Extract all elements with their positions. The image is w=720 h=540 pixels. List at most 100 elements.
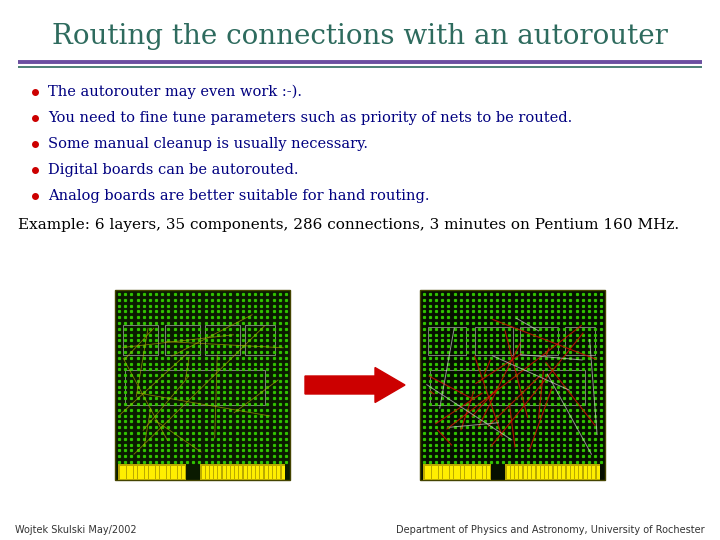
Bar	[118, 464, 186, 480]
Bar	[167, 466, 170, 479]
Bar	[210, 466, 213, 479]
Bar	[231, 466, 234, 479]
Bar	[165, 325, 200, 355]
Bar	[261, 466, 264, 479]
Bar	[565, 327, 595, 355]
Bar	[174, 466, 177, 479]
Text: Routing the connections with an autorouter: Routing the connections with an autorout…	[52, 24, 668, 51]
Bar	[468, 466, 472, 479]
Bar	[214, 466, 217, 479]
Bar	[439, 466, 442, 479]
Bar	[428, 327, 466, 355]
Bar	[432, 466, 435, 479]
Bar	[277, 466, 280, 479]
Bar	[567, 466, 570, 479]
Bar	[171, 466, 174, 479]
Bar	[145, 466, 148, 479]
Bar	[483, 466, 486, 479]
Bar	[138, 466, 140, 479]
Bar	[430, 370, 585, 405]
Text: Some manual cleanup is usually necessary.: Some manual cleanup is usually necessary…	[48, 137, 368, 151]
Bar	[420, 290, 605, 480]
Bar	[523, 466, 526, 479]
Bar	[571, 466, 574, 479]
Bar	[282, 466, 284, 479]
Bar	[549, 466, 552, 479]
Bar	[562, 466, 565, 479]
Bar	[584, 466, 587, 479]
Bar	[248, 466, 251, 479]
Bar	[457, 466, 460, 479]
Bar	[178, 466, 181, 479]
Bar	[202, 466, 204, 479]
Bar	[505, 464, 600, 480]
Bar	[593, 466, 595, 479]
Bar	[148, 466, 152, 479]
Bar	[487, 466, 490, 479]
Bar	[239, 466, 243, 479]
Bar	[123, 466, 126, 479]
Bar	[134, 466, 137, 479]
Bar	[436, 466, 438, 479]
Bar	[243, 466, 247, 479]
Bar	[454, 466, 456, 479]
Text: Analog boards are better suitable for hand routing.: Analog boards are better suitable for ha…	[48, 189, 430, 203]
Bar	[443, 466, 446, 479]
Bar	[428, 466, 431, 479]
Bar	[160, 466, 163, 479]
Bar	[245, 325, 275, 355]
Text: Department of Physics and Astronomy, University of Rochester: Department of Physics and Astronomy, Uni…	[397, 525, 705, 535]
Bar	[575, 466, 578, 479]
Bar	[252, 466, 255, 479]
Bar	[519, 466, 522, 479]
Bar	[541, 466, 544, 479]
Bar	[205, 325, 240, 355]
Text: Digital boards can be autorouted.: Digital boards can be autorouted.	[48, 163, 299, 177]
Bar	[528, 466, 531, 479]
Bar	[450, 466, 453, 479]
Bar	[423, 464, 491, 480]
Bar	[218, 466, 221, 479]
Bar	[163, 466, 166, 479]
Bar	[206, 466, 209, 479]
Bar	[235, 466, 238, 479]
FancyArrow shape	[305, 368, 405, 402]
Bar	[596, 466, 600, 479]
Bar	[227, 466, 230, 479]
Bar	[580, 466, 582, 479]
Bar	[120, 466, 122, 479]
Text: The autorouter may even work :-).: The autorouter may even work :-).	[48, 85, 302, 99]
Bar	[515, 466, 518, 479]
Text: You need to fine tune parameters such as priority of nets to be routed.: You need to fine tune parameters such as…	[48, 111, 572, 125]
Bar	[200, 464, 285, 480]
Bar	[506, 466, 510, 479]
Bar	[123, 325, 158, 355]
Bar	[461, 466, 464, 479]
Bar	[510, 466, 514, 479]
Bar	[425, 466, 428, 479]
Bar	[273, 466, 276, 479]
Bar	[153, 466, 156, 479]
Bar	[222, 466, 225, 479]
Bar	[446, 466, 449, 479]
Bar	[545, 466, 548, 479]
Bar	[125, 370, 265, 405]
Bar	[558, 466, 561, 479]
Bar	[156, 466, 159, 479]
Bar	[115, 290, 290, 480]
Bar	[532, 466, 535, 479]
Text: Example: 6 layers, 35 components, 286 connections, 3 minutes on Pentium 160 MHz.: Example: 6 layers, 35 components, 286 co…	[18, 218, 679, 232]
Bar	[536, 466, 539, 479]
Bar	[127, 466, 130, 479]
Bar	[588, 466, 591, 479]
Bar	[181, 466, 184, 479]
Bar	[475, 466, 479, 479]
Bar	[269, 466, 272, 479]
Bar	[475, 327, 513, 355]
Bar	[480, 466, 482, 479]
Bar	[520, 327, 558, 355]
Bar	[130, 466, 133, 479]
Bar	[141, 466, 145, 479]
Text: Wojtek Skulski May/2002: Wojtek Skulski May/2002	[15, 525, 137, 535]
Bar	[464, 466, 467, 479]
